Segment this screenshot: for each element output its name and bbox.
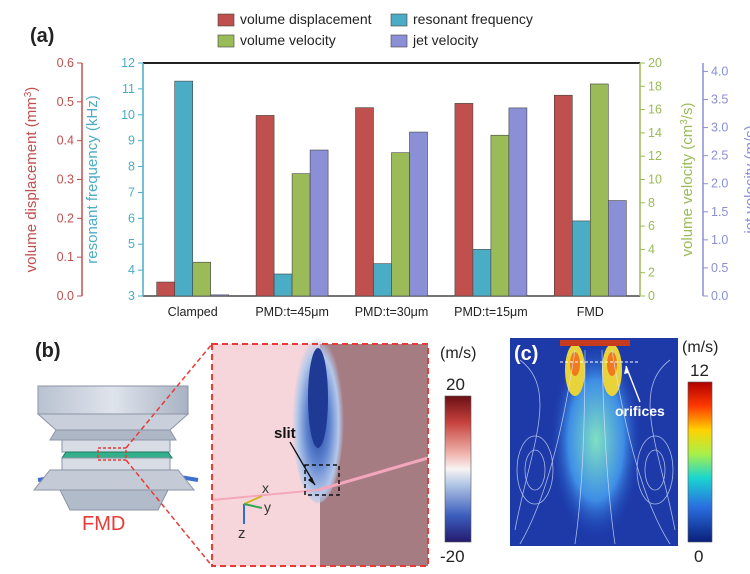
bar-chart: (a) volume displacement resonant frequenc… <box>23 11 750 319</box>
axis-right1-tick-label: 14 <box>648 126 662 140</box>
axis-right2-tick-label: 3.0 <box>711 121 728 135</box>
legend-swatch <box>217 13 235 27</box>
axis-left2-tick-label: 6 <box>128 211 135 225</box>
axis-left2-tick-label: 8 <box>128 160 135 174</box>
category-label: Clamped <box>168 305 218 319</box>
axis-right2-tick-label: 0.0 <box>711 289 728 303</box>
axis-right1-tick-label: 6 <box>648 219 655 233</box>
device-model <box>32 385 199 511</box>
colorbar-b-max: 20 <box>446 375 465 394</box>
bar-resonant-frequency <box>273 273 293 297</box>
panel-c-label: (c) <box>514 343 538 365</box>
axis-left2-tick-label: 5 <box>128 237 135 251</box>
axis-right1-tick-label: 20 <box>648 56 662 70</box>
bar-jet-velocity <box>210 294 229 297</box>
axis-left2-tick-label: 7 <box>128 185 135 199</box>
bar-volume-displacement <box>255 115 275 297</box>
axis-left1-tick-label: 0.3 <box>57 173 74 187</box>
bar-resonant-frequency <box>472 249 492 297</box>
chart-legend: volume displacement resonant frequency vol… <box>217 11 533 48</box>
axis-x-label: x <box>262 480 269 496</box>
axis-right1-tick-label: 2 <box>648 266 655 280</box>
axis-left2-tick-label: 9 <box>128 134 135 148</box>
axis-left2-tick-label: 10 <box>121 108 135 122</box>
axis-right2-tick-label: 2.0 <box>711 177 728 191</box>
flow-field <box>510 338 678 546</box>
legend-label: jet velocity <box>412 32 478 48</box>
axis-right2-tick-label: 1.5 <box>711 205 728 219</box>
axis-left1-tick-label: 0.1 <box>57 250 74 264</box>
axis-right1-tick-label: 4 <box>648 242 655 256</box>
colorbar-c <box>687 381 713 543</box>
colorbar-c-max: 12 <box>690 361 709 380</box>
bar-resonant-frequency <box>174 80 193 297</box>
bar-resonant-frequency <box>571 220 591 297</box>
bar-volume-velocity <box>192 261 211 297</box>
axis-right2-title: jet velocity (m/s) <box>742 125 750 234</box>
panel-c-unit: (m/s) <box>682 339 718 356</box>
bar-volume-displacement <box>553 94 573 297</box>
axis-right1-tick-label: 0 <box>648 289 655 303</box>
colorbar-b-min: -20 <box>440 547 465 566</box>
panel-b-figure: FMD slit x y z (m/s) 20 -20 <box>32 330 476 567</box>
bar-jet-velocity <box>409 131 428 297</box>
bar-jet-velocity <box>309 149 329 297</box>
bar-jet-velocity <box>508 107 528 297</box>
axis-right1-title: volume velocity (cm3/s) <box>679 103 697 257</box>
axis-right2-tick-label: 3.5 <box>711 92 728 106</box>
axis-left1-tick-label: 0.6 <box>57 56 74 70</box>
axis-right2-tick-label: 2.5 <box>711 149 728 163</box>
velocity-field-zoom <box>211 330 429 567</box>
axis-right1-tick-label: 18 <box>648 79 662 93</box>
category-label: FMD <box>577 305 604 319</box>
slit-label: slit <box>274 425 296 442</box>
bar-volume-displacement <box>156 281 175 297</box>
axis-right1-tick-label: 12 <box>648 149 662 163</box>
axis-right2-tick-label: 0.5 <box>711 261 728 275</box>
legend-label: resonant frequency <box>413 11 533 27</box>
legend-swatch <box>217 34 235 48</box>
panel-c-figure: (c) orifices (m/s) 12 0 <box>510 338 718 566</box>
axis-right2-tick-label: 1.0 <box>711 233 728 247</box>
axis-left2-tick-label: 11 <box>122 82 135 96</box>
colorbar-c-min: 0 <box>694 547 703 566</box>
axis-z-label: z <box>238 525 246 542</box>
bar-volume-velocity <box>291 173 311 297</box>
axis-left1-tick-label: 0.4 <box>57 134 74 148</box>
legend-label: volume velocity <box>240 32 336 48</box>
panel-b-unit: (m/s) <box>440 345 476 362</box>
axis-left1-tick-label: 0.0 <box>57 289 74 303</box>
axis-left1-tick-label: 0.5 <box>57 95 74 109</box>
legend-swatch <box>390 13 408 27</box>
colorbar-b <box>444 395 472 543</box>
axis-left1-title: volume displacement (mm3) <box>23 87 41 273</box>
axis-right1-tick-label: 16 <box>648 103 662 117</box>
category-label: PMD:t=15μm <box>454 305 528 319</box>
legend-label: volume displacement <box>240 11 372 27</box>
fmd-model-label: FMD <box>82 513 125 535</box>
bar-volume-velocity <box>490 134 510 297</box>
axis-left1-tick-label: 0.2 <box>57 211 74 225</box>
bar-resonant-frequency <box>373 263 392 297</box>
axis-right1-tick-label: 8 <box>648 196 655 210</box>
bar-volume-velocity <box>391 152 410 297</box>
panel-a-label: (a) <box>30 25 54 47</box>
axis-y-label: y <box>264 499 271 515</box>
axis-right1-tick-label: 10 <box>648 173 662 187</box>
axis-left2-tick-label: 12 <box>121 56 135 70</box>
bar-volume-displacement <box>355 107 374 297</box>
axis-left2-title: resonant frequency (kHz) <box>84 95 101 263</box>
bar-volume-velocity <box>589 83 609 297</box>
category-label: PMD:t=30μm <box>355 305 429 319</box>
orifices-label: orifices <box>615 403 665 419</box>
axis-left2-tick-label: 4 <box>128 263 135 277</box>
axis-left2-tick-label: 3 <box>128 289 135 303</box>
bar-volume-displacement <box>454 103 474 297</box>
panel-b-label: (b) <box>35 340 61 362</box>
axis-right2-tick-label: 4.0 <box>711 64 728 78</box>
bar-jet-velocity <box>607 200 627 297</box>
category-label: PMD:t=45μm <box>255 305 329 319</box>
legend-swatch <box>390 34 408 48</box>
